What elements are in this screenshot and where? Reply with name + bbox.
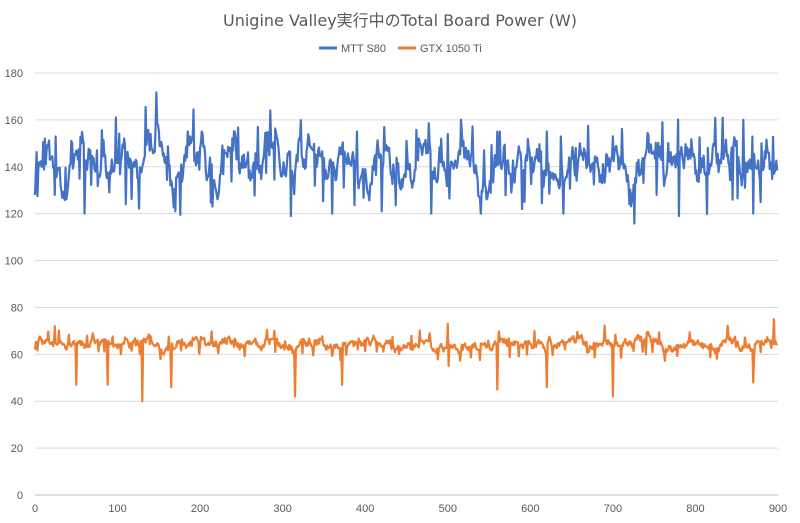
y-tick-label: 140 (5, 162, 23, 174)
legend-label-gtx-1050-ti: GTX 1050 Ti (420, 43, 482, 55)
x-tick-label: 400 (356, 503, 374, 515)
x-tick-label: 600 (521, 503, 539, 515)
y-tick-label: 180 (5, 68, 23, 80)
legend-label-mtt-s80: MTT S80 (341, 43, 386, 55)
legend: MTT S80 GTX 1050 Ti (319, 43, 482, 55)
x-tick-label: 800 (686, 503, 704, 515)
y-tick-label: 60 (11, 349, 23, 361)
series-line-mtt-s80 (33, 91, 779, 225)
x-tick-label: 100 (108, 503, 126, 515)
y-tick-label: 0 (17, 490, 23, 502)
y-tick-label: 40 (11, 396, 23, 408)
y-axis-ticks: 0 20 40 60 80 100 120 140 160 180 (5, 68, 23, 502)
y-tick-label: 160 (5, 115, 23, 127)
x-tick-label: 500 (439, 503, 457, 515)
x-tick-label: 300 (273, 503, 291, 515)
y-tick-label: 120 (5, 209, 23, 221)
x-axis-ticks: 0 100 200 300 400 500 600 700 800 900 (32, 503, 787, 515)
series-lines (33, 91, 779, 403)
x-tick-label: 900 (769, 503, 787, 515)
y-tick-label: 20 (11, 443, 23, 455)
x-tick-label: 700 (604, 503, 622, 515)
x-tick-label: 0 (32, 503, 38, 515)
y-tick-label: 100 (5, 256, 23, 268)
series-line-gtx-1050-ti (33, 318, 779, 403)
gridlines (35, 72, 778, 496)
y-tick-label: 80 (11, 302, 23, 314)
chart-title: Unigine Valley実行中のTotal Board Power (W) (223, 11, 577, 30)
x-tick-label: 200 (191, 503, 209, 515)
